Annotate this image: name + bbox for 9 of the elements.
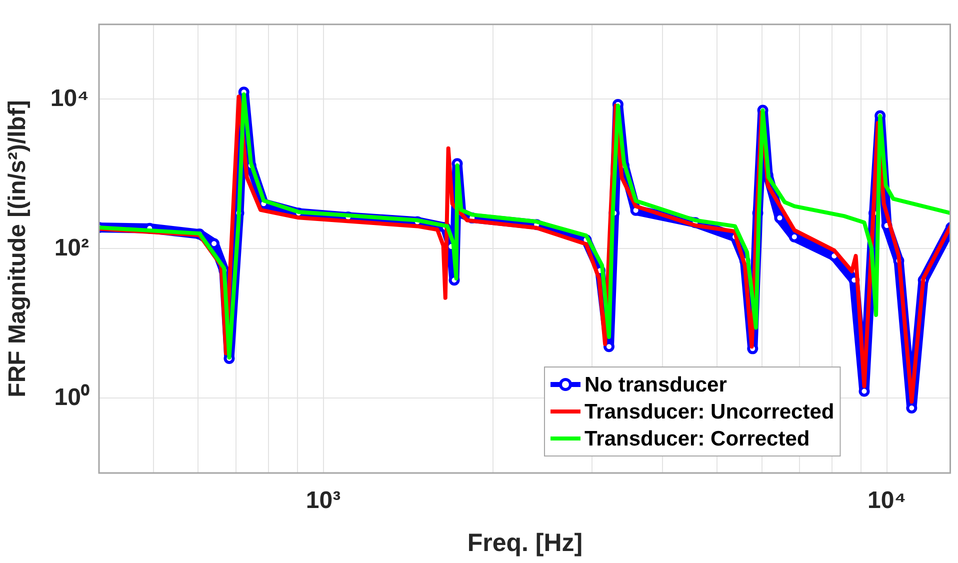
y-tick-label: 10⁴ [50,84,89,112]
legend-label: Transducer: Uncorrected [584,400,834,424]
x-axis-title: Freq. [Hz] [467,528,583,557]
legend-label: Transducer: Corrected [584,427,810,450]
legend-label: No transducer [584,373,727,396]
y-tick-label: 10² [54,234,90,262]
y-axis-title: FRF Magnitude [(in/s²)/lbf] [4,100,32,398]
x-tick-label: 10³ [306,487,341,514]
y-tick-label: 10⁰ [54,384,90,411]
